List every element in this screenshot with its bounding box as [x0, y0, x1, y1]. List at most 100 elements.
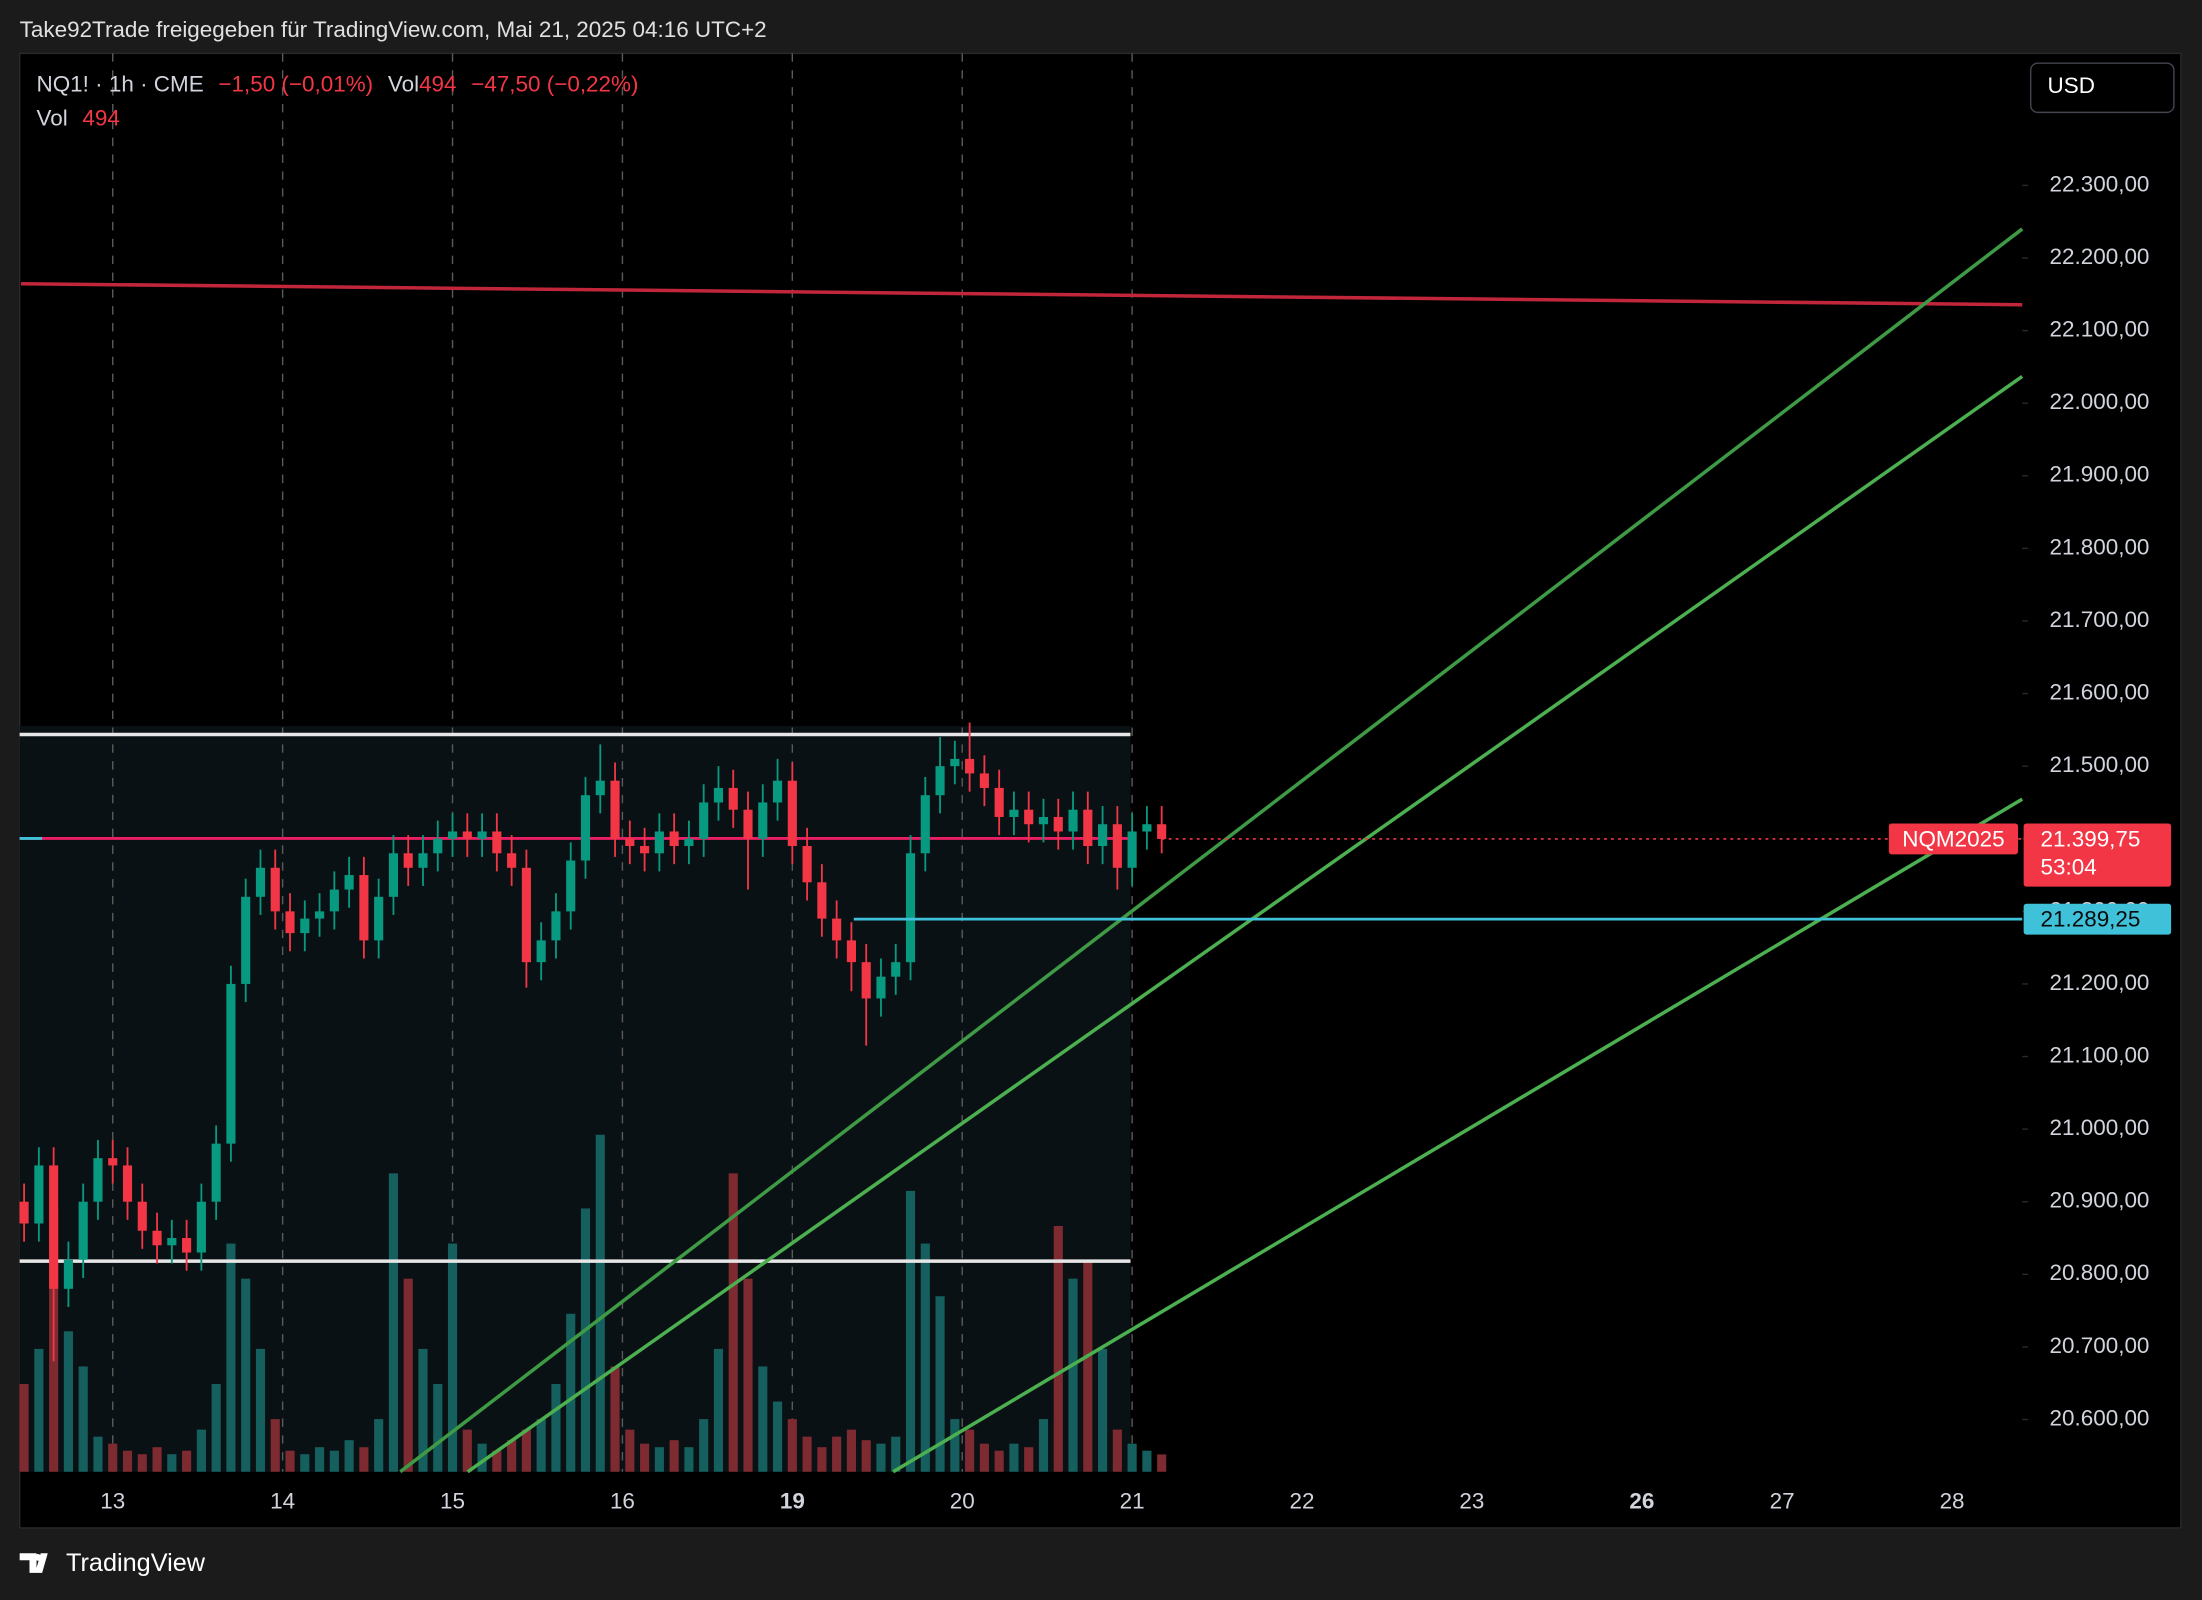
y-tick-label: 21.200,00: [2050, 970, 2150, 995]
volume-bar: [1053, 1226, 1063, 1472]
candle-body: [182, 1238, 192, 1253]
candle-body: [669, 831, 679, 847]
logo-dot: [34, 1554, 42, 1561]
price-line-tag: [2023, 903, 2172, 935]
volume-pane: [19, 1134, 1167, 1472]
volume-bar: [359, 1447, 369, 1472]
candle-body: [876, 976, 886, 999]
y-tick-label: 22.300,00: [2050, 171, 2150, 196]
volume-bar: [1112, 1429, 1122, 1472]
volume-bar: [802, 1436, 812, 1472]
resistance-line: [21, 281, 2023, 307]
x-tick-label: 28: [1940, 1489, 1965, 1514]
volume-bar: [861, 1440, 871, 1472]
volume-bar: [433, 1383, 443, 1472]
candle-body: [447, 831, 458, 839]
legend-vol-change: −47,50 (−0,22%): [471, 72, 638, 97]
candle-body: [521, 867, 531, 963]
candle-body: [1009, 809, 1019, 817]
candle-body: [196, 1201, 206, 1253]
brand: TradingView: [66, 1549, 206, 1577]
currency-button[interactable]: [2029, 62, 2175, 114]
volume-bar: [418, 1348, 428, 1472]
x-tick-label: 21: [1120, 1489, 1145, 1514]
candle-body: [388, 853, 399, 897]
candle-body: [566, 860, 576, 912]
candle-body: [167, 1238, 177, 1246]
candle-body: [1024, 809, 1034, 825]
candle-body: [108, 1158, 118, 1166]
candle-body: [846, 940, 856, 963]
candle-body: [1053, 816, 1063, 832]
candle-body: [758, 802, 768, 839]
volume-bar: [920, 1243, 930, 1472]
volume-bar: [1157, 1454, 1167, 1472]
current-price-tag: [2023, 823, 2172, 887]
candle-body: [935, 766, 945, 796]
volume-bar: [315, 1447, 325, 1472]
symbol-label: NQM2025: [1902, 826, 2004, 851]
candle-body: [270, 867, 280, 912]
volume-bar: [595, 1134, 605, 1472]
trend-line: [466, 374, 2024, 1474]
candle-body: [965, 758, 975, 774]
candle-body: [728, 787, 738, 810]
volume-bar: [772, 1401, 783, 1472]
currency-label[interactable]: USD: [2048, 73, 2095, 98]
volume-bar: [713, 1348, 724, 1472]
legend-vol: 494: [419, 72, 456, 97]
candle-body: [78, 1201, 88, 1260]
candles: [19, 722, 1167, 1362]
candle-body: [979, 773, 989, 788]
candle-body: [861, 962, 871, 999]
y-tick-label: 21.500,00: [2050, 752, 2150, 777]
x-tick-label: 27: [1770, 1489, 1795, 1514]
x-tick-label: 19: [780, 1489, 805, 1514]
volume-bar: [122, 1450, 133, 1472]
volume-bar: [152, 1447, 162, 1472]
candle-body: [536, 940, 546, 963]
candle-body: [1112, 824, 1122, 868]
candle-body: [462, 831, 472, 839]
volume-bar: [374, 1419, 384, 1472]
y-tick-label: 20.700,00: [2050, 1333, 2150, 1358]
volume-bar: [640, 1443, 650, 1472]
candle-body: [994, 787, 1004, 817]
candle-body: [950, 758, 960, 767]
candle-body: [743, 809, 753, 839]
volume-bar: [728, 1173, 738, 1472]
x-tick-label: 16: [610, 1489, 635, 1514]
logo: TradingView: [19, 1549, 206, 1577]
volume-bar: [905, 1190, 916, 1472]
candle-body: [1127, 831, 1137, 868]
candle-body: [640, 846, 650, 854]
volume-legend-value: 494: [82, 105, 119, 130]
volume-bar: [182, 1450, 192, 1472]
candle-body: [551, 911, 561, 941]
volume-bar: [965, 1429, 975, 1472]
volume-bar: [551, 1383, 561, 1472]
volume-bar: [226, 1243, 236, 1472]
candle-body: [802, 846, 812, 883]
volume-bar: [270, 1419, 280, 1472]
candle-body: [19, 1201, 29, 1224]
candle-body: [1157, 824, 1167, 839]
volume-bar: [1024, 1447, 1034, 1472]
volume-bar: [1098, 1348, 1108, 1472]
x-tick-label: 26: [1629, 1489, 1654, 1514]
volume-bar: [1068, 1278, 1078, 1472]
countdown-label: 53:04: [2041, 854, 2097, 879]
volume-bar: [255, 1348, 266, 1472]
volume-legend-label: Vol: [37, 105, 68, 130]
volume-bar: [654, 1447, 664, 1472]
volume-bar: [137, 1454, 147, 1472]
y-tick-label: 21.800,00: [2050, 534, 2150, 559]
y-tick-label: 21.000,00: [2050, 1115, 2150, 1140]
volume-bar: [329, 1450, 339, 1472]
candle-body: [300, 918, 310, 934]
volume-bar: [447, 1243, 458, 1472]
trend-line: [892, 797, 2024, 1474]
candle-body: [285, 911, 295, 934]
volume-bar: [34, 1348, 44, 1472]
